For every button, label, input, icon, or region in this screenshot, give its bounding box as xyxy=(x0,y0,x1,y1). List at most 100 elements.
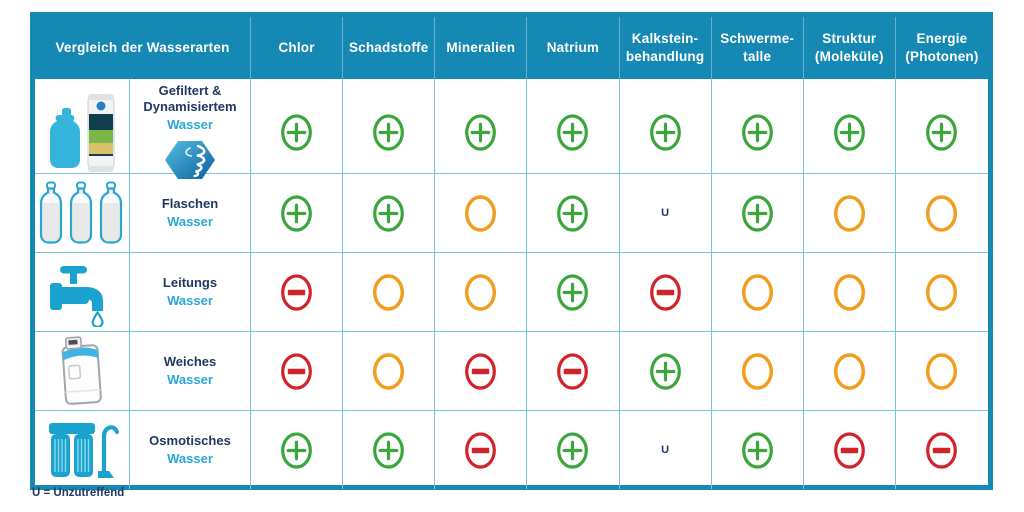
label-cell: Flaschen Wasser xyxy=(130,174,251,252)
icon-cell xyxy=(35,253,130,331)
header-col-schadstoffe: Schadstoffe xyxy=(343,17,436,79)
table-header-row: Vergleich der Wasserarten Chlor Schadstof… xyxy=(35,17,988,79)
table-cell: U xyxy=(620,411,712,489)
icon-cell xyxy=(35,411,130,489)
minus-icon xyxy=(649,273,681,311)
plus-icon xyxy=(557,431,589,469)
u-marker: U xyxy=(661,207,670,219)
icon-cell xyxy=(35,332,130,410)
table-cell xyxy=(804,79,896,187)
table-cell xyxy=(896,411,988,489)
water-type-sublabel: Wasser xyxy=(167,116,213,132)
plus-icon xyxy=(557,194,589,232)
osmosis-filter-icon xyxy=(49,423,120,478)
plus-icon xyxy=(741,431,773,469)
neutral-circle-icon xyxy=(465,194,497,232)
neutral-circle-icon xyxy=(833,352,865,390)
minus-icon xyxy=(833,431,865,469)
water-bottles-icon xyxy=(39,181,123,244)
plus-icon xyxy=(926,114,958,151)
table-cell xyxy=(896,174,988,252)
comparison-table: Vergleich der Wasserarten Chlor Schadstof… xyxy=(30,12,993,490)
table-cell xyxy=(896,79,988,187)
plus-icon xyxy=(373,194,405,232)
water-type-label: Gefiltert & Dynamisiertem xyxy=(143,83,237,115)
table-cell xyxy=(343,411,436,489)
table-cell xyxy=(620,79,712,187)
minus-icon xyxy=(465,352,497,390)
table-cell xyxy=(804,332,896,410)
label-cell: Osmotisches Wasser xyxy=(130,411,251,489)
table-cell xyxy=(435,79,528,187)
minus-icon xyxy=(281,352,312,390)
table-cell: U xyxy=(620,174,712,252)
u-marker: U xyxy=(661,444,670,456)
table-cell xyxy=(435,253,528,331)
plus-icon xyxy=(281,114,312,151)
table-cell xyxy=(251,253,344,331)
plus-icon xyxy=(465,114,497,151)
neutral-circle-icon xyxy=(373,352,405,390)
plus-icon xyxy=(741,194,773,232)
label-cell: Gefiltert & Dynamisiertem Wasser xyxy=(130,79,251,187)
table-body: Gefiltert & Dynamisiertem Wasser xyxy=(35,79,988,489)
table-cell xyxy=(804,253,896,331)
footnote: U = Unzutreffend xyxy=(32,487,125,499)
table-cell xyxy=(527,79,620,187)
table-row-flaschen: Flaschen Wasser U xyxy=(35,174,988,253)
water-type-label: Weiches xyxy=(163,354,217,370)
header-col-chlor: Chlor xyxy=(251,17,344,79)
label-cell: Leitungs Wasser xyxy=(130,253,251,331)
neutral-circle-icon xyxy=(741,352,773,390)
minus-icon xyxy=(926,431,958,469)
icon-cell xyxy=(35,174,130,252)
water-type-sublabel: Wasser xyxy=(167,213,213,229)
label-cell: Weiches Wasser xyxy=(130,332,251,410)
water-type-sublabel: Wasser xyxy=(167,292,213,308)
header-title: Vergleich der Wasserarten xyxy=(35,17,251,79)
table-cell xyxy=(343,174,436,252)
neutral-circle-icon xyxy=(926,194,958,232)
table-cell xyxy=(527,411,620,489)
plus-icon xyxy=(281,431,312,469)
table-cell xyxy=(435,411,528,489)
minus-icon xyxy=(465,431,497,469)
table-cell xyxy=(712,174,804,252)
table-cell xyxy=(527,253,620,331)
table-row-weiches: Weiches Wasser xyxy=(35,332,988,411)
table-cell xyxy=(712,253,804,331)
table-cell xyxy=(804,411,896,489)
filter-cartridge-icon xyxy=(50,93,115,172)
table-cell xyxy=(251,174,344,252)
neutral-circle-icon xyxy=(926,273,958,311)
table-cell xyxy=(896,332,988,410)
water-type-sublabel: Wasser xyxy=(167,371,213,387)
minus-icon xyxy=(557,352,589,390)
table-cell xyxy=(435,332,528,410)
water-softener-icon xyxy=(61,336,102,405)
neutral-circle-icon xyxy=(926,352,958,390)
neutral-circle-icon xyxy=(833,194,865,232)
water-type-sublabel: Wasser xyxy=(167,450,213,466)
icon-cell xyxy=(35,79,130,187)
plus-icon xyxy=(557,114,589,151)
neutral-circle-icon xyxy=(833,273,865,311)
table-cell xyxy=(435,174,528,252)
plus-icon xyxy=(833,114,865,151)
table-cell xyxy=(712,332,804,410)
neutral-circle-icon xyxy=(465,273,497,311)
table-row-osmotisches: Osmotisches Wasser U xyxy=(35,411,988,489)
plus-icon xyxy=(649,352,681,390)
header-col-mineralien: Mineralien xyxy=(435,17,528,79)
header-col-struktur-moleküle: Struktur (Moleküle) xyxy=(804,17,896,79)
plus-icon xyxy=(373,114,405,151)
neutral-circle-icon xyxy=(741,273,773,311)
table-cell xyxy=(527,174,620,252)
header-col-energie-photonen: Energie (Photonen) xyxy=(905,31,979,64)
plus-icon xyxy=(741,114,773,151)
table-cell xyxy=(343,332,436,410)
plus-icon xyxy=(373,431,405,469)
water-type-label: Osmotisches xyxy=(149,433,231,449)
header-col-kalkstein-behandlung: Kalkstein- behandlung xyxy=(620,17,712,79)
